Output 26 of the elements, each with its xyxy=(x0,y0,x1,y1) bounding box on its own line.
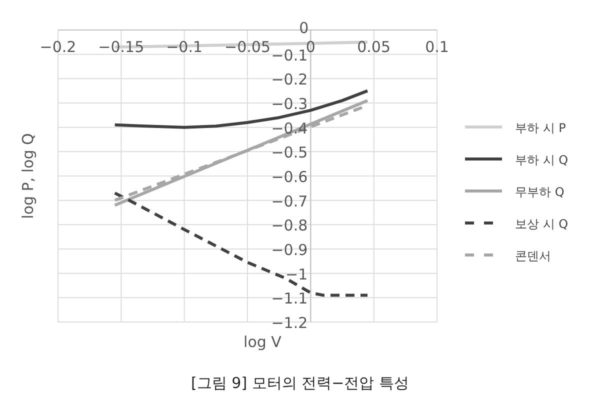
y-tick-label: −0.5 xyxy=(271,144,308,162)
y-tick-label: −0.4 xyxy=(271,119,308,138)
y-tick-label: 0 xyxy=(299,19,309,37)
x-tick-label: −0.1 xyxy=(166,38,203,56)
legend-label: 무부하 Q xyxy=(515,185,564,199)
y-tick-label: −0.2 xyxy=(271,70,308,89)
y-tick-label: −0.3 xyxy=(271,95,308,113)
y-tick-label: −0.8 xyxy=(271,216,308,235)
y-tick-label: −0.7 xyxy=(271,192,308,210)
x-tick-label: −0.15 xyxy=(98,38,144,56)
x-axis-title: log V xyxy=(244,333,282,351)
x-tick-label: 0.05 xyxy=(357,38,391,56)
y-tick-label: −0.9 xyxy=(271,241,308,259)
legend-label: 부하 시 P xyxy=(515,121,566,135)
y-axis-title: log P, log Q xyxy=(19,133,37,219)
y-tick-label: −1 xyxy=(286,265,308,284)
y-tick-label: −1.2 xyxy=(271,314,308,332)
text: [그림 9] 모터의 전력−전압 특성 xyxy=(191,374,409,392)
legend-label: 부하 시 Q xyxy=(515,153,568,167)
x-tick-label: 0.1 xyxy=(425,38,449,56)
legend-label: 보상 시 Q xyxy=(515,217,568,231)
x-tick-label: −0.05 xyxy=(224,38,270,56)
y-tick-label: −0.6 xyxy=(271,168,308,186)
y-tick-label: −1.1 xyxy=(271,290,308,308)
x-tick-label: −0.2 xyxy=(40,38,76,56)
legend-label: 콘덴서 xyxy=(515,249,551,263)
